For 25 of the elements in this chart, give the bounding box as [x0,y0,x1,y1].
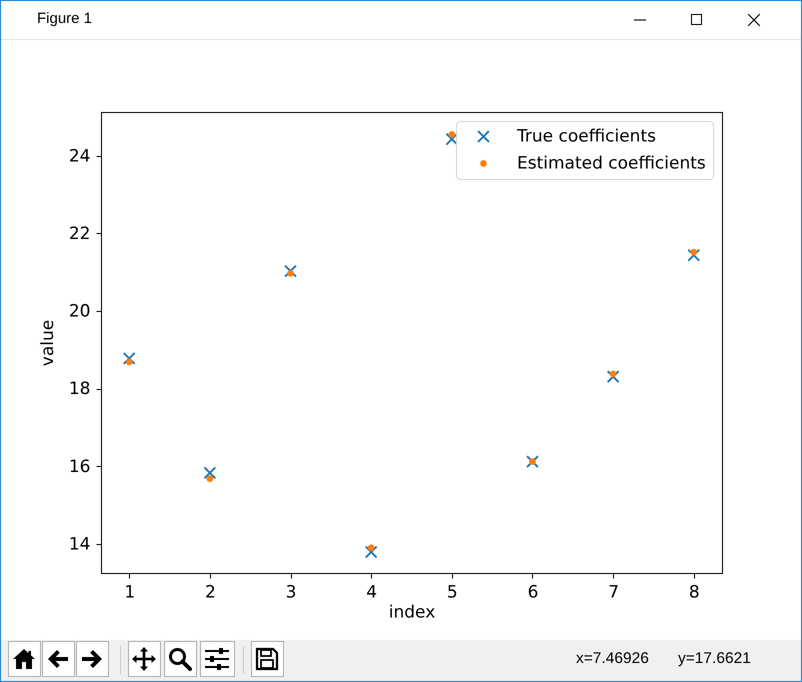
point [448,131,456,138]
x-tick-label: 1 [124,582,136,602]
y-tick-label: 14 [68,534,90,554]
y-tick-label: 18 [68,379,90,400]
x-tick-label: 6 [528,582,538,602]
x-tick-label: 5 [446,582,458,602]
y-tick-label: 16 [68,456,90,477]
x-tick-label: 4 [366,582,378,602]
legend-label: Estimated coefficients [517,154,706,174]
y-tick-label: 20 [68,302,90,322]
text: y=17.6621 [678,650,751,668]
point [368,544,375,552]
point [204,466,216,480]
y-axis-title: value [38,320,58,366]
point [206,475,214,482]
text: x=7.46926 [576,650,649,668]
legend-label: True coefficients [516,126,656,146]
x-tick-label: 2 [204,582,216,602]
x-tick-label: 7 [608,582,620,602]
y-tick-label: 22 [68,224,90,244]
caption: Figure 1 [37,10,92,27]
x-tick-label: 3 [286,582,296,602]
x-axis-title: index [388,602,436,622]
y-tick-label: 24 [68,146,90,166]
x-tick-label: 8 [688,582,700,602]
